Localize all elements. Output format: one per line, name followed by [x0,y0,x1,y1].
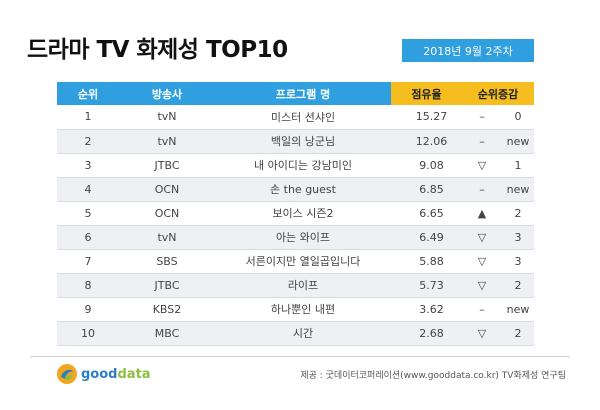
footer-divider [30,356,570,357]
channel-cell: OCN [119,201,215,226]
change-value-cell: new [502,177,535,202]
change-mark-cell: ▽ [462,153,502,178]
change-value-cell: 2 [502,201,535,226]
rank-cell: 1 [57,105,119,130]
program-cell: 시간 [215,321,391,346]
program-cell: 서른이지만 열일곱입니다 [215,249,391,274]
logo-text-data: data [117,366,151,382]
header-channel: 방송사 [119,82,215,105]
change-value-cell: 1 [502,153,535,178]
channel-cell: KBS2 [119,297,215,322]
change-mark-cell: – [462,129,502,154]
header-rank: 순위 [57,82,119,105]
page-title: 드라마 TV 화제성 TOP10 [27,37,288,63]
share-cell: 5.73 [391,273,462,298]
share-cell: 6.85 [391,177,462,202]
logo-wordmark: gooddata [81,367,151,382]
change-value-cell: new [502,297,535,322]
share-cell: 2.68 [391,321,462,346]
program-cell: 내 아이디는 강남미인 [215,153,391,178]
program-cell: 보이스 시즌2 [215,201,391,226]
channel-cell: JTBC [119,153,215,178]
ranking-table: 순위 방송사 프로그램 명 점유율 순위증감 1 tvN 미스터 션샤인 15.27–… [57,82,535,346]
gooddata-logo: gooddata [56,363,151,385]
share-cell: 6.65 [391,201,462,226]
program-cell: 손 the guest [215,177,391,202]
share-cell: 9.08 [391,153,462,178]
date-badge: 2018년 9월 2주차 [402,39,534,62]
change-value-cell: new [502,129,535,154]
rank-cell: 10 [57,321,119,346]
channel-cell: SBS [119,249,215,274]
change-mark-cell: – [462,297,502,322]
share-cell: 6.49 [391,225,462,250]
table-row: 9 KBS2 하나뿐인 내편 3.62– new [57,297,535,322]
table-row: 8 JTBC 라이프 5.73 ▽ 2 [57,273,535,298]
change-mark-cell: ▽ [462,321,502,346]
rank-cell: 8 [57,273,119,298]
table-row: 4 OCN 손 the guest 6.85– new [57,177,535,202]
share-cell: 12.06 [391,129,462,154]
header-share: 점유율 [391,82,462,105]
rank-cell: 4 [57,177,119,202]
share-cell: 15.27 [391,105,462,130]
table-row: 10 MBC 시간 2.68 ▽ 2 [57,321,535,346]
share-cell: 3.62 [391,297,462,322]
channel-cell: JTBC [119,273,215,298]
program-cell: 하나뿐인 내편 [215,297,391,322]
rank-cell: 5 [57,201,119,226]
table-row: 2 tvN 백일의 낭군님 12.06– new [57,129,535,154]
table-header-row: 순위 방송사 프로그램 명 점유율 순위증감 [57,82,535,105]
change-mark-cell: – [462,105,502,130]
channel-cell: OCN [119,177,215,202]
program-cell: 백일의 낭군님 [215,129,391,154]
change-value-cell: 3 [502,249,535,274]
channel-cell: tvN [119,225,215,250]
header-change: 순위증감 [462,82,535,105]
channel-cell: tvN [119,129,215,154]
change-mark-cell: ▽ [462,249,502,274]
change-mark-cell: ▲ [462,201,502,226]
change-value-cell: 2 [502,321,535,346]
gooddata-swirl-icon [57,364,77,384]
table-row: 7 SBS 서른이지만 열일곱입니다 5.88 ▽ 3 [57,249,535,274]
table-row: 5 OCN 보이스 시즌2 6.65 ▲ 2 [57,201,535,226]
rank-cell: 9 [57,297,119,322]
change-mark-cell: ▽ [462,273,502,298]
rank-cell: 7 [57,249,119,274]
channel-cell: tvN [119,105,215,130]
change-mark-cell: – [462,177,502,202]
program-cell: 아는 와이프 [215,225,391,250]
share-cell: 5.88 [391,249,462,274]
table-row: 6 tvN 아는 와이프 6.49 ▽ 3 [57,225,535,250]
change-value-cell: 0 [502,105,535,130]
channel-cell: MBC [119,321,215,346]
source-credit: 제공 : 굿데이터코퍼레이션(www.gooddata.co.kr) TV화제성… [300,371,566,381]
change-value-cell: 2 [502,273,535,298]
change-mark-cell: ▽ [462,225,502,250]
program-cell: 라이프 [215,273,391,298]
logo-text-good: good [81,366,118,382]
table-row: 1 tvN 미스터 션샤인 15.27–0 [57,105,535,130]
table-row: 3 JTBC 내 아이디는 강남미인 9.08 ▽ 1 [57,153,535,178]
rank-cell: 3 [57,153,119,178]
change-value-cell: 3 [502,225,535,250]
rank-cell: 2 [57,129,119,154]
rank-cell: 6 [57,225,119,250]
header-program: 프로그램 명 [215,82,391,105]
program-cell: 미스터 션샤인 [215,105,391,130]
